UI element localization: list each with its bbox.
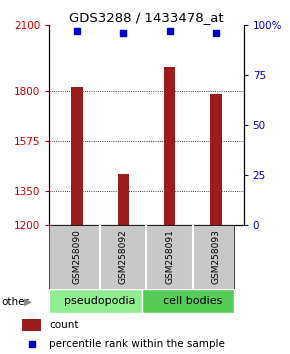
Text: GSM258090: GSM258090 — [72, 229, 81, 285]
Text: GSM258091: GSM258091 — [165, 229, 174, 285]
Bar — [22, 319, 41, 331]
Text: count: count — [49, 320, 79, 330]
Text: percentile rank within the sample: percentile rank within the sample — [49, 339, 225, 349]
Text: ▶: ▶ — [23, 297, 32, 307]
Text: GSM258093: GSM258093 — [211, 229, 220, 285]
Text: other: other — [1, 297, 29, 307]
Title: GDS3288 / 1433478_at: GDS3288 / 1433478_at — [69, 11, 224, 24]
Bar — [71, 87, 83, 225]
Bar — [117, 174, 129, 225]
Bar — [164, 67, 175, 225]
Text: GSM258092: GSM258092 — [119, 230, 128, 284]
Bar — [49, 289, 142, 313]
Text: pseudopodia: pseudopodia — [64, 296, 136, 306]
Text: cell bodies: cell bodies — [163, 296, 222, 306]
Bar — [142, 289, 234, 313]
Bar — [210, 94, 222, 225]
